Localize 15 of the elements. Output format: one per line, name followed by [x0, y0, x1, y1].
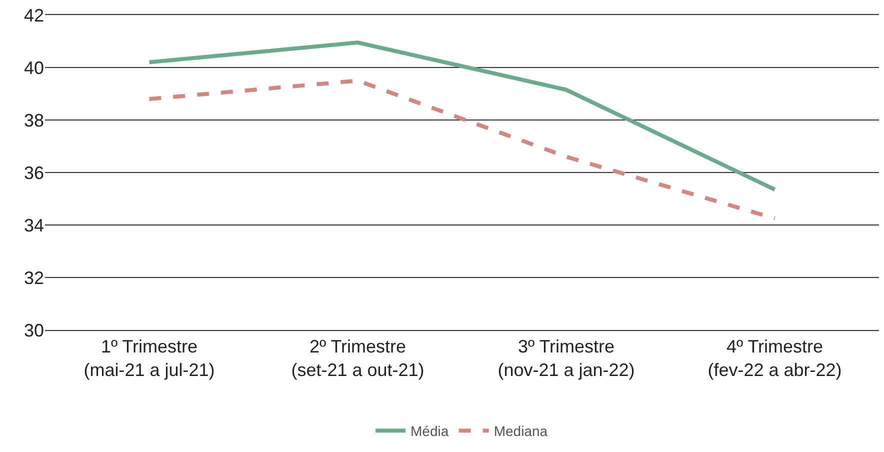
- y-tick-label: 42: [24, 5, 44, 26]
- y-tick-label: 38: [24, 110, 44, 130]
- y-tick-label: 40: [24, 58, 44, 78]
- y-tick-label: 36: [24, 162, 44, 183]
- y-tick-label: 34: [24, 215, 44, 236]
- x-tick-label: 1º Trimestre (mai-21 a jul-21): [84, 336, 215, 380]
- legend-label: Média: [410, 423, 449, 440]
- legend-label: Mediana: [494, 423, 548, 440]
- line-series: [147, 78, 777, 220]
- x-tick-label: 4º Trimestre (fev-22 a abr-22): [708, 336, 842, 380]
- x-tick-label: 3º Trimestre (nov-21 a jan-22): [498, 336, 635, 380]
- y-tick-label: 32: [24, 268, 44, 288]
- y-tick-label: 30: [24, 320, 44, 340]
- line-series: [147, 40, 777, 192]
- x-tick-label: 2º Trimestre (set-21 a out-21): [291, 336, 424, 380]
